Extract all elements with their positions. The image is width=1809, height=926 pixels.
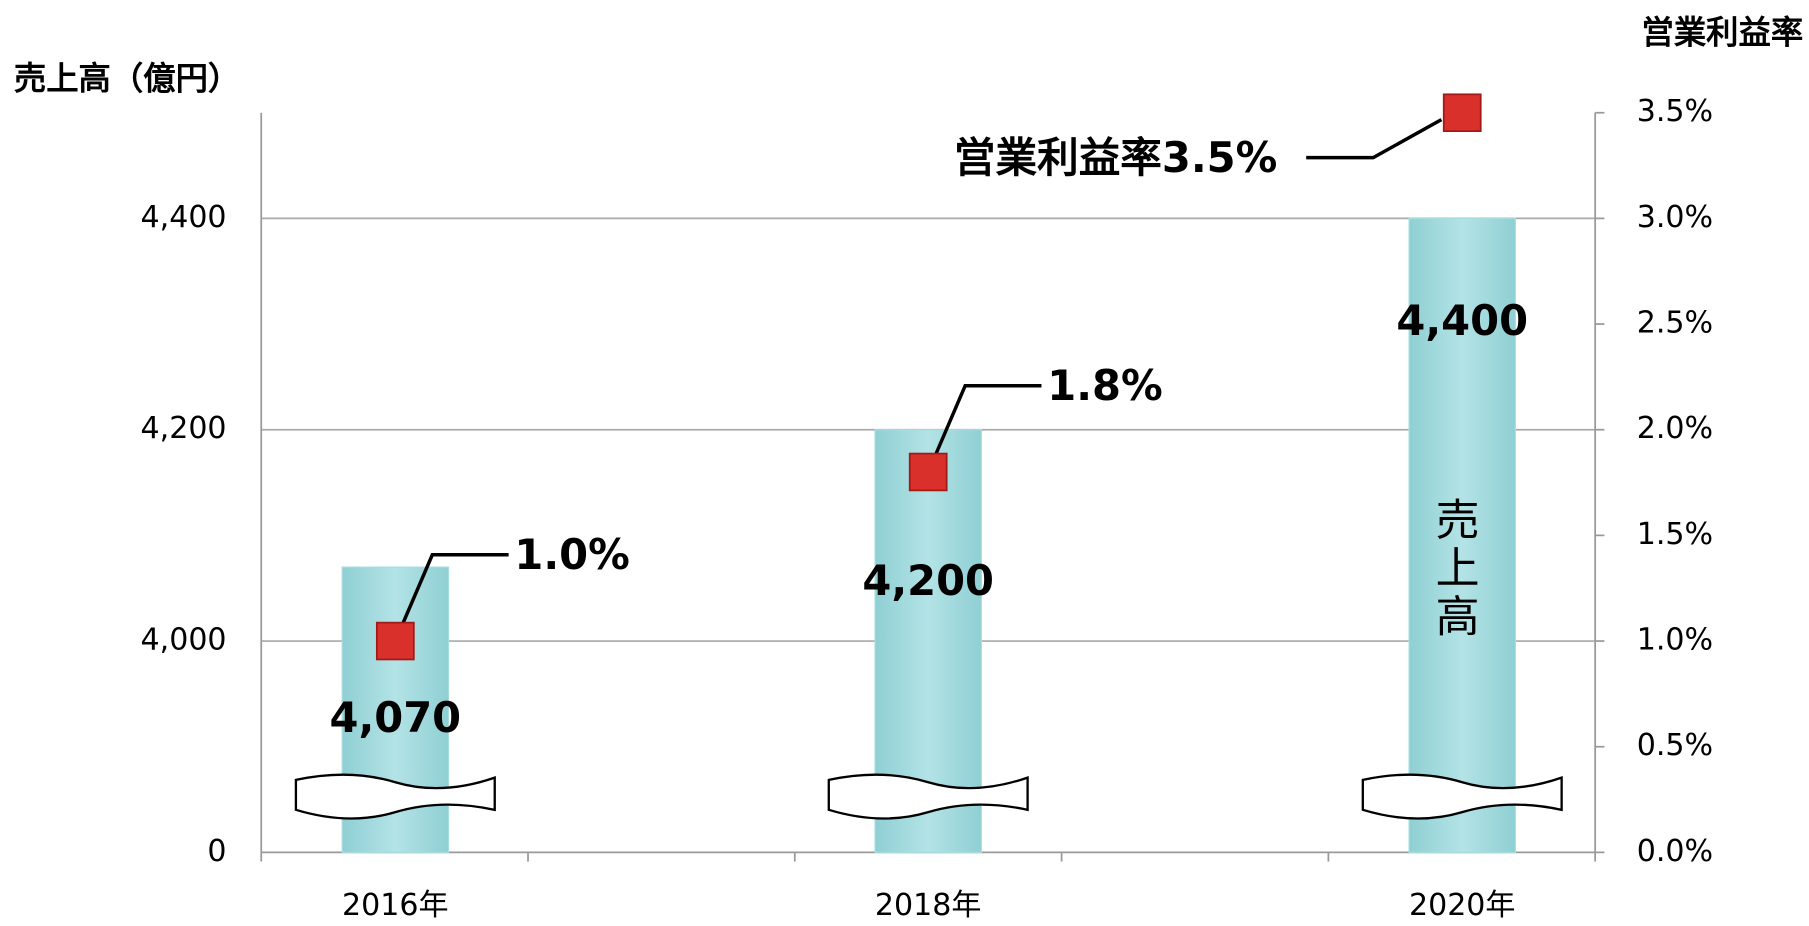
point-label: 営業利益率3.5% <box>954 133 1277 182</box>
point-marker <box>1442 93 1482 132</box>
bar-value-label: 4,400 <box>1396 296 1528 345</box>
leader-line <box>400 553 509 626</box>
axis-break <box>294 773 496 820</box>
point-label: 1.8% <box>1047 361 1162 410</box>
y-tick-label: 4,400 <box>141 200 227 235</box>
y2-tick-label: 2.5% <box>1637 306 1713 341</box>
y-tick-label: 0 <box>207 834 226 869</box>
y2-tick-label: 3.0% <box>1637 200 1713 235</box>
leader-line <box>1306 118 1443 160</box>
bar-value-label: 4,200 <box>862 556 994 605</box>
y-tick-label: 4,200 <box>141 411 227 446</box>
bar-series-label-char: 高 <box>1436 592 1480 643</box>
point-label: 1.0% <box>514 530 629 579</box>
y2-tick-label: 0.5% <box>1637 728 1713 763</box>
y-axis-title: 売上高（億円） <box>14 60 240 98</box>
axis-break <box>1361 773 1563 820</box>
bar-series-label: 売上高 <box>1436 495 1480 643</box>
y2-tick-label: 2.0% <box>1637 411 1713 446</box>
y2-tick-label: 1.5% <box>1637 517 1713 552</box>
y2-tick-label: 1.0% <box>1637 623 1713 658</box>
y-tick-label: 4,000 <box>141 623 227 658</box>
bar <box>1408 217 1516 853</box>
point-marker <box>375 621 415 661</box>
bar-series-label-char: 上 <box>1436 544 1480 595</box>
y2-tick-label: 3.5% <box>1637 94 1713 129</box>
leader-line <box>933 383 1042 457</box>
y2-tick-label: 0.0% <box>1637 834 1713 869</box>
bar-series-label-char: 売 <box>1436 495 1480 546</box>
point-marker <box>908 452 948 492</box>
axis-break <box>827 773 1029 820</box>
y2-axis-title: 営業利益率 <box>1641 14 1803 52</box>
x-tick-label: 2018年 <box>875 888 982 923</box>
bar-value-label: 4,070 <box>330 693 462 742</box>
x-tick-label: 2016年 <box>342 888 449 923</box>
x-tick-label: 2020年 <box>1409 888 1516 923</box>
